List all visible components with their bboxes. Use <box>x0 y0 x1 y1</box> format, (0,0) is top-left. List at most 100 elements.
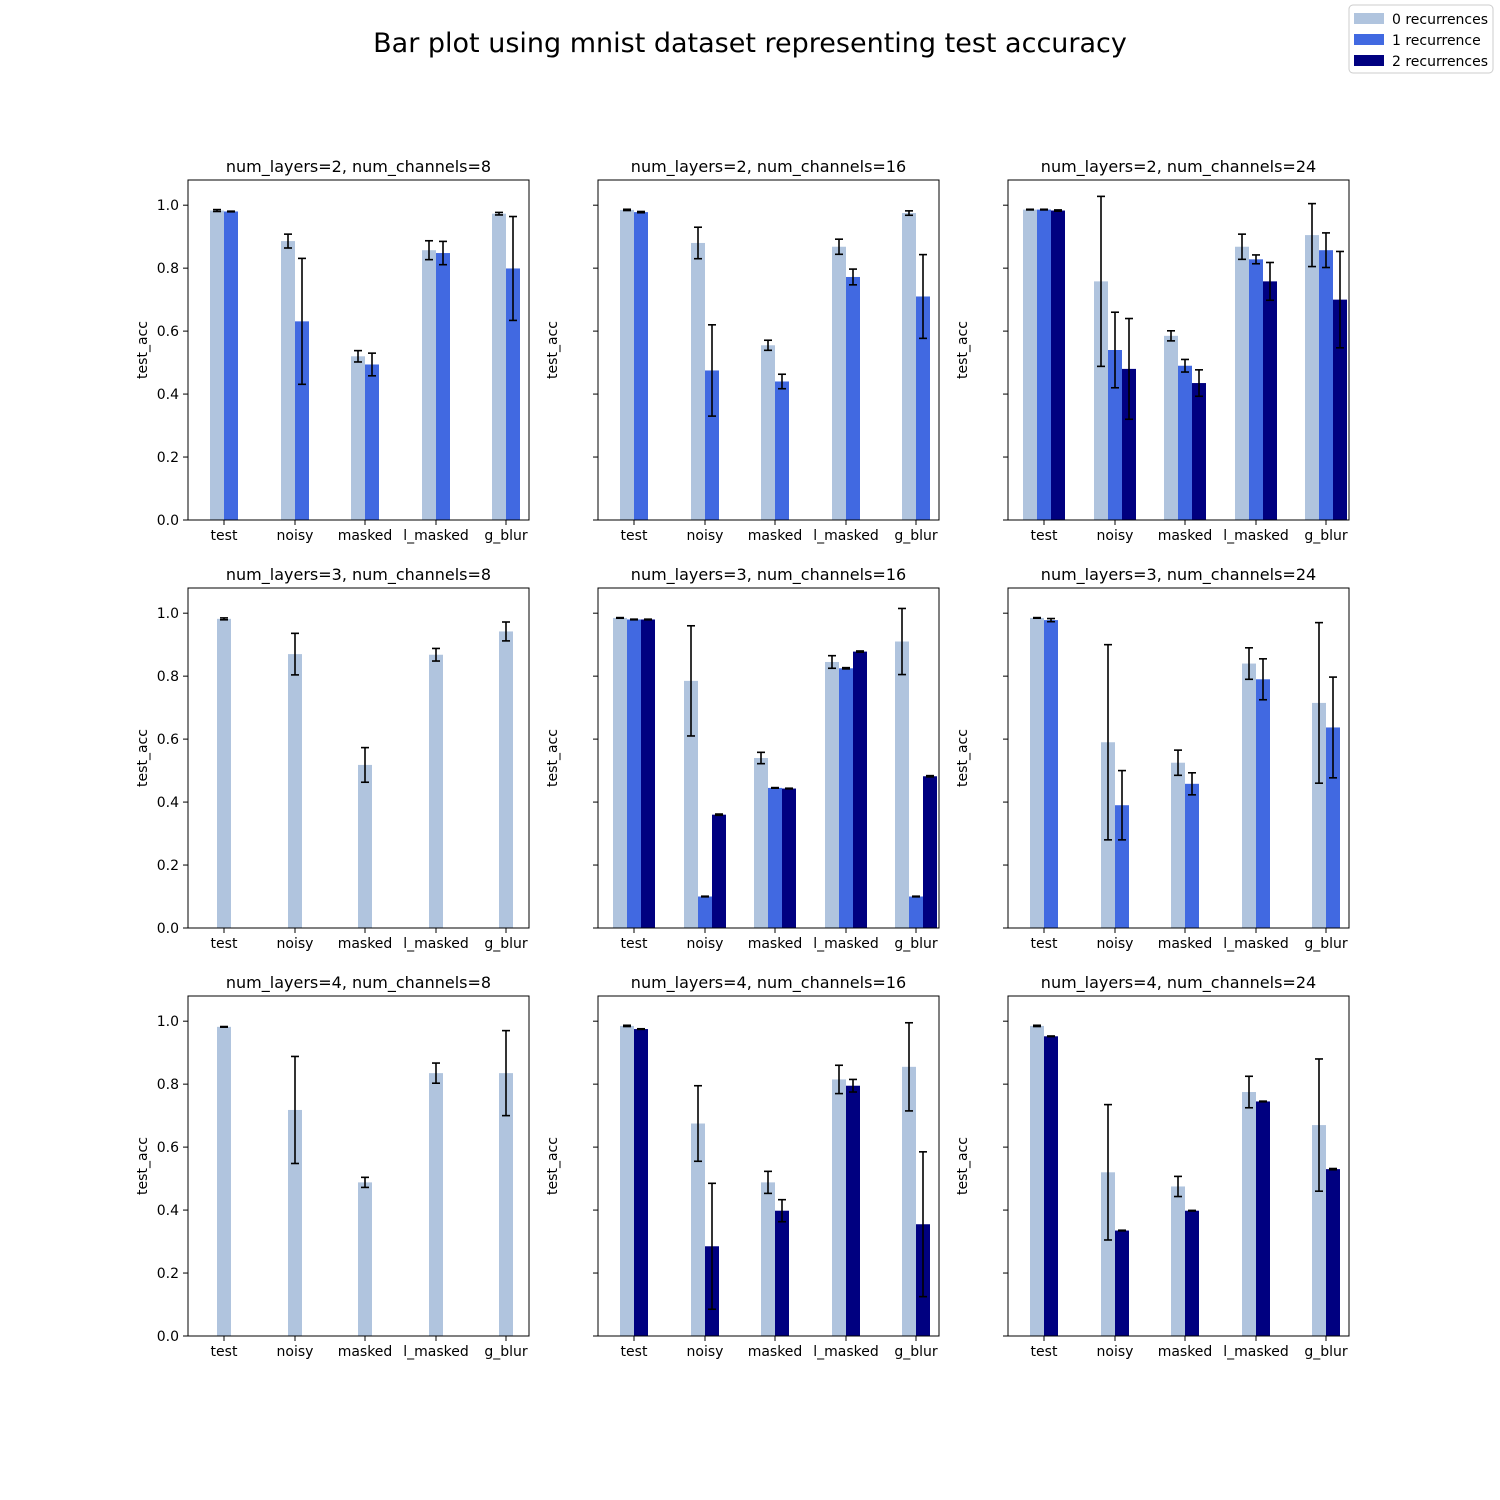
legend: 0 recurrences 1 recurrence 2 recurrences <box>1348 4 1494 74</box>
bar <box>1242 1092 1256 1336</box>
bar <box>705 370 719 520</box>
y-axis-label: test_acc <box>955 729 971 787</box>
bar <box>1108 350 1122 520</box>
plot-frame <box>187 587 530 929</box>
y-axis-label: test_acc <box>545 1137 561 1195</box>
bar <box>761 345 775 520</box>
bar <box>1115 1230 1129 1336</box>
bar <box>210 210 224 520</box>
x-tick-label: noisy <box>1097 936 1134 952</box>
x-tick-label: l_masked <box>403 1344 469 1360</box>
bar <box>422 250 436 520</box>
bar <box>923 776 937 928</box>
bar <box>358 1182 372 1336</box>
bar <box>895 641 909 928</box>
bar <box>1115 805 1129 928</box>
bar <box>492 213 506 520</box>
y-tick-label: 0.4 <box>157 1203 179 1219</box>
bar <box>499 631 513 928</box>
bar <box>365 364 379 520</box>
x-tick-label: test <box>1031 528 1058 544</box>
bar <box>1178 365 1192 520</box>
bar <box>217 618 231 928</box>
y-tick-label: 0.2 <box>157 450 179 466</box>
x-tick-label: l_masked <box>403 528 469 544</box>
bar <box>499 1073 513 1336</box>
y-tick-label: 1.0 <box>157 198 179 214</box>
bar <box>832 1079 846 1336</box>
y-axis-label: test_acc <box>955 321 971 379</box>
bar <box>1122 368 1136 520</box>
legend-label: 1 recurrence <box>1392 33 1481 49</box>
subplot-grid: num_layers=2, num_channels=8 test_acc 0.0 0… <box>135 157 1350 1360</box>
bar <box>1242 663 1256 928</box>
bar <box>691 242 705 521</box>
x-tick-label: g_blur <box>1304 1344 1348 1360</box>
bar <box>641 619 655 928</box>
subplot: num_layers=2, num_channels=16 test_acctes… <box>545 157 940 544</box>
x-tick-label: g_blur <box>894 936 938 952</box>
legend-label: 0 recurrences <box>1392 12 1488 28</box>
x-tick-label: l_masked <box>403 936 469 952</box>
y-tick-label: 0.8 <box>157 669 179 685</box>
bar <box>754 758 768 928</box>
bar <box>775 381 789 520</box>
subplot: num_layers=3, num_channels=24 test_acctes… <box>955 565 1350 952</box>
figure-title: Bar plot using mnist dataset representin… <box>373 28 1127 59</box>
subplot-title: num_layers=3, num_channels=16 <box>631 565 906 585</box>
bar <box>1312 1125 1326 1336</box>
bar <box>909 896 923 928</box>
legend-label: 2 recurrences <box>1392 54 1488 70</box>
bar <box>1044 620 1058 928</box>
bar <box>429 654 443 928</box>
bar <box>1249 259 1263 520</box>
bar <box>288 1109 302 1336</box>
bar <box>613 617 627 928</box>
x-tick-label: test <box>1031 1344 1058 1360</box>
y-tick-label: 0.0 <box>157 1329 179 1345</box>
bar <box>1051 210 1065 520</box>
bar <box>634 1029 648 1336</box>
x-tick-label: g_blur <box>484 528 528 544</box>
y-tick-label: 0.6 <box>157 1140 179 1156</box>
x-tick-label: masked <box>338 936 393 952</box>
x-tick-label: l_masked <box>813 936 879 952</box>
bar <box>691 1123 705 1336</box>
legend-swatch <box>1354 13 1384 24</box>
bar <box>1164 335 1178 520</box>
x-tick-label: noisy <box>1097 1344 1134 1360</box>
legend-swatch <box>1354 55 1384 66</box>
subplot-title: num_layers=2, num_channels=8 <box>226 157 491 177</box>
bar <box>224 211 238 520</box>
bar <box>620 1025 634 1336</box>
x-tick-label: masked <box>338 528 393 544</box>
subplot-title: num_layers=3, num_channels=8 <box>226 565 491 585</box>
bar <box>506 268 520 520</box>
x-tick-label: l_masked <box>1223 1344 1289 1360</box>
bar <box>1235 246 1249 521</box>
y-tick-label: 0.4 <box>157 795 179 811</box>
bar <box>832 246 846 521</box>
subplot: num_layers=4, num_channels=24 test_acctes… <box>955 973 1350 1360</box>
bar <box>761 1182 775 1336</box>
bar <box>1171 762 1185 928</box>
x-tick-label: test <box>211 1344 238 1360</box>
bar <box>1171 1186 1185 1336</box>
plot-frame <box>187 995 530 1337</box>
bar <box>1101 1172 1115 1336</box>
bar <box>712 814 726 928</box>
y-axis-label: test_acc <box>135 321 151 379</box>
bar <box>916 296 930 520</box>
x-tick-label: noisy <box>687 1344 724 1360</box>
x-tick-label: test <box>211 528 238 544</box>
bar <box>1023 209 1037 520</box>
plot-frame <box>1007 179 1350 521</box>
x-tick-label: test <box>211 936 238 952</box>
y-tick-label: 0.6 <box>157 732 179 748</box>
subplot: num_layers=3, num_channels=16 test_acctes… <box>545 565 940 952</box>
x-tick-label: masked <box>1158 936 1213 952</box>
y-axis-label: test_acc <box>135 729 151 787</box>
bar <box>1192 383 1206 520</box>
bar <box>768 787 782 928</box>
subplot: num_layers=2, num_channels=24 test_acctes… <box>955 157 1350 544</box>
